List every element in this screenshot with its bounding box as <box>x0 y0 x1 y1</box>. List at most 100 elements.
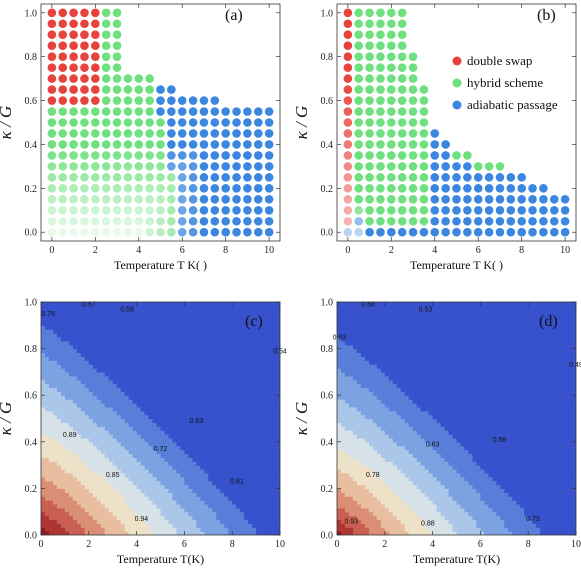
contour-cell <box>337 313 342 319</box>
contour-cell <box>364 383 370 389</box>
contour-cell <box>208 325 213 330</box>
contour-cell <box>84 333 90 338</box>
contour-cell <box>240 302 245 307</box>
contour-cell <box>112 453 118 458</box>
contour-cell <box>372 484 378 489</box>
contour-cell <box>348 441 354 447</box>
contour-cell <box>188 333 193 338</box>
scatter-point-adiabatic <box>210 173 220 182</box>
contour-cell <box>108 476 114 482</box>
contour-cell <box>128 336 134 342</box>
scatter-point-adiabatic <box>188 227 198 237</box>
contour-cell <box>80 441 86 447</box>
contour-cell <box>264 418 269 423</box>
contour-cell <box>364 430 370 435</box>
contour-cell <box>152 387 158 392</box>
contour-cell <box>44 340 50 346</box>
contour-cell <box>364 375 370 381</box>
contour-cell <box>64 364 70 369</box>
x-tick-label: 2 <box>93 245 98 256</box>
contour-cell <box>337 333 342 338</box>
contour-cell <box>156 302 162 307</box>
contour-cell <box>340 391 346 396</box>
scatter-point-double-swap <box>80 85 89 94</box>
scatter-point-hybrid <box>112 162 122 171</box>
contour-cell <box>76 437 82 443</box>
contour-cell <box>92 445 98 451</box>
contour-cell <box>88 430 94 435</box>
contour-cell <box>180 503 185 509</box>
contour-cell <box>108 507 114 513</box>
contour-cell <box>176 500 182 505</box>
scatter-point-hybrid <box>408 74 418 83</box>
contour-cell <box>204 321 209 326</box>
contour-cell <box>104 360 110 365</box>
contour-cell <box>276 309 280 315</box>
contour-cell <box>160 453 166 458</box>
contour-cell <box>164 325 170 330</box>
contour-cell <box>376 391 382 396</box>
scatter-point-adiabatic <box>199 195 209 204</box>
scatter-point-adiabatic <box>430 129 440 138</box>
contour-cell <box>144 402 150 408</box>
scatter-point-double-swap <box>58 52 68 61</box>
contour-cell <box>176 387 182 392</box>
contour-cell <box>184 348 189 354</box>
contour-cell <box>212 492 217 497</box>
contour-cell <box>212 340 217 346</box>
contour-cell <box>92 457 98 462</box>
contour-cell <box>152 422 158 427</box>
contour-cell <box>224 500 229 505</box>
contour-cell <box>340 449 346 455</box>
scatter-point-adiabatic <box>463 195 472 204</box>
contour-cell <box>188 500 193 505</box>
contour-cell <box>132 476 138 482</box>
contour-cell <box>348 476 354 482</box>
contour-cell <box>160 527 166 532</box>
contour-cell <box>276 434 280 439</box>
contour-cell <box>212 519 217 524</box>
contour-cell <box>236 507 241 513</box>
scatter-point-hybrid <box>354 184 364 193</box>
contour-cell <box>376 441 382 447</box>
contour-cell <box>44 437 50 443</box>
contour-cell <box>52 383 58 389</box>
contour-cell <box>248 348 253 354</box>
contour-cell <box>340 437 346 443</box>
contour-cell <box>160 492 166 497</box>
contour-cell <box>140 457 146 462</box>
contour-cell <box>80 515 86 521</box>
contour-cell <box>232 515 237 521</box>
scatter-point-adiabatic <box>264 129 274 138</box>
contour-cell <box>60 399 66 404</box>
contour-cell <box>60 302 66 307</box>
contour-cell <box>252 391 257 396</box>
contour-cell <box>348 503 354 509</box>
contour-cell <box>84 348 90 354</box>
contour-cell <box>136 321 142 326</box>
contour-cell <box>356 375 362 381</box>
contour-cell <box>108 305 114 311</box>
contour-cell <box>96 422 102 427</box>
contour-cell <box>212 410 217 416</box>
contour-cell <box>160 410 166 416</box>
scatter-point-double-swap <box>91 74 100 83</box>
contour-cell <box>164 418 170 423</box>
contour-cell <box>92 305 98 311</box>
contour-cell <box>352 507 358 513</box>
scatter-point-hybrid <box>419 85 429 94</box>
contour-cell <box>352 383 358 389</box>
contour-cell <box>360 484 366 489</box>
contour-cell <box>248 410 253 416</box>
scatter-point-double-swap <box>69 85 78 94</box>
contour-cell <box>100 364 106 369</box>
contour-cell <box>180 317 185 323</box>
contour-cell <box>372 305 378 311</box>
contour-cell <box>96 472 102 478</box>
contour-cell <box>256 437 261 443</box>
contour-cell <box>48 457 54 462</box>
contour-cell <box>216 515 221 521</box>
contour-cell <box>376 531 382 535</box>
contour-cell <box>64 449 70 455</box>
scatter-point-hybrid <box>80 184 89 193</box>
